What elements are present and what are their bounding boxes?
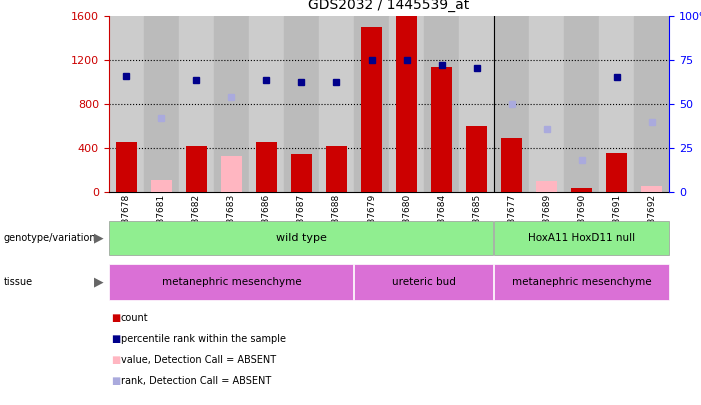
Bar [319, 16, 354, 192]
Bar [529, 16, 564, 192]
Bar [361, 27, 382, 192]
Bar [606, 153, 627, 192]
Bar [186, 146, 207, 192]
Text: metanephric mesenchyme: metanephric mesenchyme [161, 277, 301, 287]
Bar [109, 264, 353, 300]
Bar [214, 16, 249, 192]
Bar [431, 67, 452, 192]
Bar [536, 181, 557, 192]
Bar [354, 264, 493, 300]
Bar [494, 221, 669, 255]
Bar [459, 16, 494, 192]
Bar [144, 16, 179, 192]
Text: ureteric bud: ureteric bud [392, 277, 456, 287]
Bar [109, 221, 493, 255]
Text: ■: ■ [111, 313, 120, 323]
Bar [291, 154, 312, 192]
Bar [221, 156, 242, 192]
Text: value, Detection Call = ABSENT: value, Detection Call = ABSENT [121, 355, 275, 365]
Text: ■: ■ [111, 355, 120, 365]
Bar [424, 16, 459, 192]
Bar [109, 16, 144, 192]
Text: genotype/variation: genotype/variation [4, 233, 96, 243]
Bar [466, 126, 487, 192]
Text: HoxA11 HoxD11 null: HoxA11 HoxD11 null [529, 233, 635, 243]
Text: tissue: tissue [4, 277, 33, 287]
Bar [634, 16, 669, 192]
Text: ■: ■ [111, 334, 120, 344]
Bar [326, 146, 347, 192]
Bar [116, 142, 137, 192]
Title: GDS2032 / 1445539_at: GDS2032 / 1445539_at [308, 0, 470, 13]
Text: wild type: wild type [276, 233, 327, 243]
Bar [494, 16, 529, 192]
Bar [249, 16, 284, 192]
Text: count: count [121, 313, 148, 323]
Bar [396, 16, 417, 192]
Text: ■: ■ [111, 376, 120, 386]
Bar [564, 16, 599, 192]
Bar [256, 142, 277, 192]
Bar [284, 16, 319, 192]
Bar [501, 139, 522, 192]
Text: metanephric mesenchyme: metanephric mesenchyme [512, 277, 652, 287]
Bar [641, 186, 662, 192]
Text: ▶: ▶ [94, 275, 104, 288]
Bar [494, 264, 669, 300]
Text: rank, Detection Call = ABSENT: rank, Detection Call = ABSENT [121, 376, 271, 386]
Text: percentile rank within the sample: percentile rank within the sample [121, 334, 285, 344]
Bar [151, 180, 172, 192]
Bar [179, 16, 214, 192]
Bar [354, 16, 389, 192]
Bar [599, 16, 634, 192]
Bar [571, 188, 592, 192]
Text: ▶: ▶ [94, 231, 104, 245]
Bar [389, 16, 424, 192]
